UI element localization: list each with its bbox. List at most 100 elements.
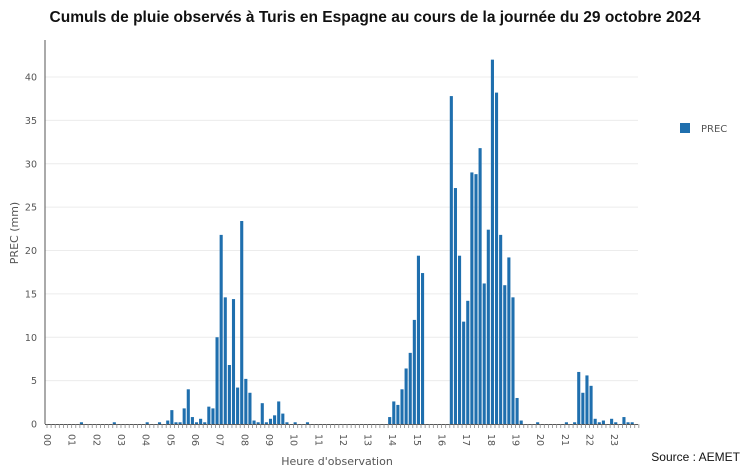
y-tick-label: 5 xyxy=(31,376,37,387)
x-tick-label: 21 xyxy=(559,434,570,446)
x-tick-label: 11 xyxy=(312,434,323,446)
bar xyxy=(211,408,215,424)
bar xyxy=(256,422,260,424)
bar xyxy=(293,422,297,424)
y-tick-label: 30 xyxy=(25,159,37,170)
bar xyxy=(388,417,392,424)
bar xyxy=(79,422,83,424)
bar xyxy=(601,420,605,424)
bar xyxy=(470,172,474,424)
legend: PREC xyxy=(680,123,727,135)
x-tick-label: 00 xyxy=(41,434,52,446)
x-tick-label: 23 xyxy=(608,434,619,446)
bar xyxy=(511,297,515,424)
bar xyxy=(589,385,593,424)
bar xyxy=(536,422,540,424)
y-tick-label: 25 xyxy=(25,203,37,214)
legend-swatch xyxy=(680,123,690,133)
bar xyxy=(416,255,420,424)
bar xyxy=(593,418,597,424)
bar xyxy=(112,422,116,424)
y-tick-label: 40 xyxy=(25,73,37,84)
x-tick-label: 16 xyxy=(436,434,447,446)
y-axis-label: PREC (mm) xyxy=(8,202,21,264)
bar xyxy=(507,257,511,424)
bar xyxy=(186,389,190,424)
bar xyxy=(486,229,490,424)
x-tick-label: 17 xyxy=(460,434,471,446)
bar xyxy=(478,148,482,424)
bar xyxy=(260,403,264,424)
bar xyxy=(227,365,231,424)
bar xyxy=(458,255,462,424)
bar xyxy=(248,392,252,424)
bars xyxy=(79,59,634,425)
y-tick-label: 0 xyxy=(31,420,37,431)
bar xyxy=(252,420,256,424)
bar xyxy=(264,422,268,424)
bar xyxy=(597,422,601,424)
bar xyxy=(199,418,203,424)
x-tick-label: 07 xyxy=(214,434,225,446)
x-tick-label: 04 xyxy=(140,434,151,446)
legend-label: PREC xyxy=(701,124,727,135)
x-tick-label: 14 xyxy=(386,434,397,446)
bar xyxy=(494,92,499,425)
bar xyxy=(614,422,618,424)
bar xyxy=(182,408,186,424)
bar xyxy=(482,283,486,424)
bar xyxy=(273,415,277,424)
bar xyxy=(231,299,236,424)
x-tick-label: 08 xyxy=(238,434,249,446)
bar xyxy=(462,321,466,424)
bar xyxy=(244,378,248,424)
bar xyxy=(207,406,211,424)
bar xyxy=(449,96,453,425)
x-tick-label: 01 xyxy=(66,434,77,446)
bar xyxy=(499,234,503,424)
x-tick-label: 09 xyxy=(263,434,274,446)
x-tick-label: 06 xyxy=(189,434,200,446)
bar xyxy=(564,422,568,424)
bar xyxy=(396,404,400,424)
bar xyxy=(174,422,178,424)
bar xyxy=(412,319,416,424)
bar xyxy=(630,422,634,424)
bar xyxy=(285,422,289,424)
bar xyxy=(581,392,585,424)
source-note: Source : AEMET xyxy=(651,450,740,464)
bar xyxy=(490,59,494,425)
bar xyxy=(404,368,408,424)
x-tick-label: 12 xyxy=(337,434,348,446)
bar xyxy=(626,422,630,424)
x-tick-label: 13 xyxy=(362,434,373,446)
bar xyxy=(519,420,523,424)
bar xyxy=(166,420,170,424)
x-tick-label: 19 xyxy=(510,434,521,446)
bar xyxy=(194,422,199,424)
x-axis-label: Heure d'observation xyxy=(281,455,393,468)
x-tick-label: 22 xyxy=(584,434,595,446)
bar xyxy=(515,397,519,424)
bar xyxy=(503,285,507,424)
bar xyxy=(190,417,194,424)
bar xyxy=(236,387,240,424)
bar xyxy=(474,174,478,424)
bar xyxy=(268,418,273,424)
bar xyxy=(421,273,425,424)
gridlines xyxy=(45,76,638,382)
y-tick-label: 15 xyxy=(25,289,37,300)
bar xyxy=(585,375,589,424)
bar xyxy=(223,297,227,424)
x-tick-label: 10 xyxy=(288,434,299,446)
bar xyxy=(277,401,281,424)
bar xyxy=(573,422,577,424)
bar xyxy=(453,188,457,424)
x-tick-label: 02 xyxy=(90,434,101,446)
chart-title: Cumuls de pluie observés à Turis en Espa… xyxy=(49,9,701,26)
y-tick-label: 20 xyxy=(25,246,37,257)
bar xyxy=(408,352,412,424)
bar xyxy=(215,337,219,424)
bar xyxy=(178,422,182,424)
